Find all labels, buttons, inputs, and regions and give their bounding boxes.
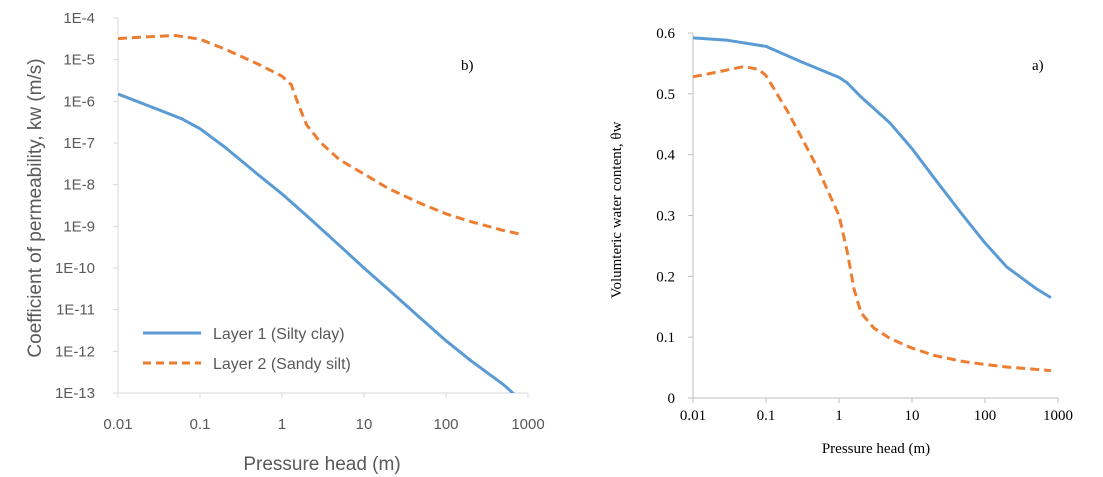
y-tick-label: 1E-13	[55, 385, 95, 402]
x-tick-label: 0.01	[103, 416, 132, 433]
y-axis-label-b: Coefficient of permeability, kw (m/s)	[25, 58, 46, 357]
y-tick-label: 1E-9	[63, 218, 95, 235]
x-tick-label: 100	[433, 416, 458, 433]
y-tick-label: 0.1	[656, 330, 675, 346]
x-tick-label: 0.1	[190, 416, 211, 433]
legend-label-layer-2: Layer 2 (Sandy silt)	[213, 356, 351, 373]
x-tick-label: 0.01	[680, 408, 706, 424]
panel-label-b: b)	[461, 58, 474, 74]
y-tick-label: 1E-7	[63, 135, 95, 152]
y-tick-label: 0.3	[656, 209, 675, 225]
panel-label-a: a)	[1032, 58, 1044, 74]
x-tick-label: 100	[974, 408, 997, 424]
x-tick-label: 1000	[511, 416, 544, 433]
y-tick-label: 1E-6	[63, 93, 95, 110]
x-tick-label: 10	[356, 416, 373, 433]
y-tick-label: 1E-12	[55, 343, 95, 360]
series-line-1	[693, 36, 1052, 299]
x-axis-label-b: Pressure head (m)	[243, 454, 400, 475]
y-axis-label-a: Volumteric water content, θw	[609, 121, 625, 298]
y-tick-label: 0.2	[656, 269, 675, 285]
series-line-1	[118, 92, 516, 393]
y-tick-label: 1E-10	[55, 260, 95, 277]
x-tick-label: 0.1	[757, 408, 776, 424]
permeability-chart: b) Pressure head (m) Coefficient of perm…	[25, 10, 545, 475]
axes: 0.01 0.1 1 10 100 1000 0 0.1 0.2 0.3 0.4 0.5 0.6	[656, 26, 1073, 424]
y-tick-label: 1E-11	[56, 302, 95, 319]
y-tick-label: 0.5	[656, 87, 675, 103]
legend: Layer 1 (Silty clay) Layer 2 (Sandy silt…	[143, 326, 351, 373]
series-line-2	[693, 65, 1052, 373]
x-axis-label-a: Pressure head (m)	[822, 441, 930, 457]
legend-label-layer-1: Layer 1 (Silty clay)	[213, 326, 345, 343]
series-line-2	[118, 34, 521, 236]
y-tick-label: 0.4	[656, 148, 675, 164]
x-tick-label: 1000	[1043, 408, 1073, 424]
y-tick-label: 1E-8	[63, 177, 95, 194]
axes: 0.01 0.1 1 10 100 1000 1E-13 1E-12 1E-11 1E-10 1E-…	[55, 10, 545, 433]
x-tick-label: 10	[905, 408, 920, 424]
y-tick-label: 1E-4	[63, 10, 95, 27]
y-tick-label: 0.6	[656, 26, 675, 42]
y-tick-label: 0	[668, 391, 676, 407]
x-tick-label: 1	[835, 408, 843, 424]
water-content-chart: a) Pressure head (m) Volumteric water co…	[609, 26, 1073, 457]
y-tick-label: 1E-5	[63, 52, 95, 69]
x-tick-label: 1	[278, 416, 286, 433]
